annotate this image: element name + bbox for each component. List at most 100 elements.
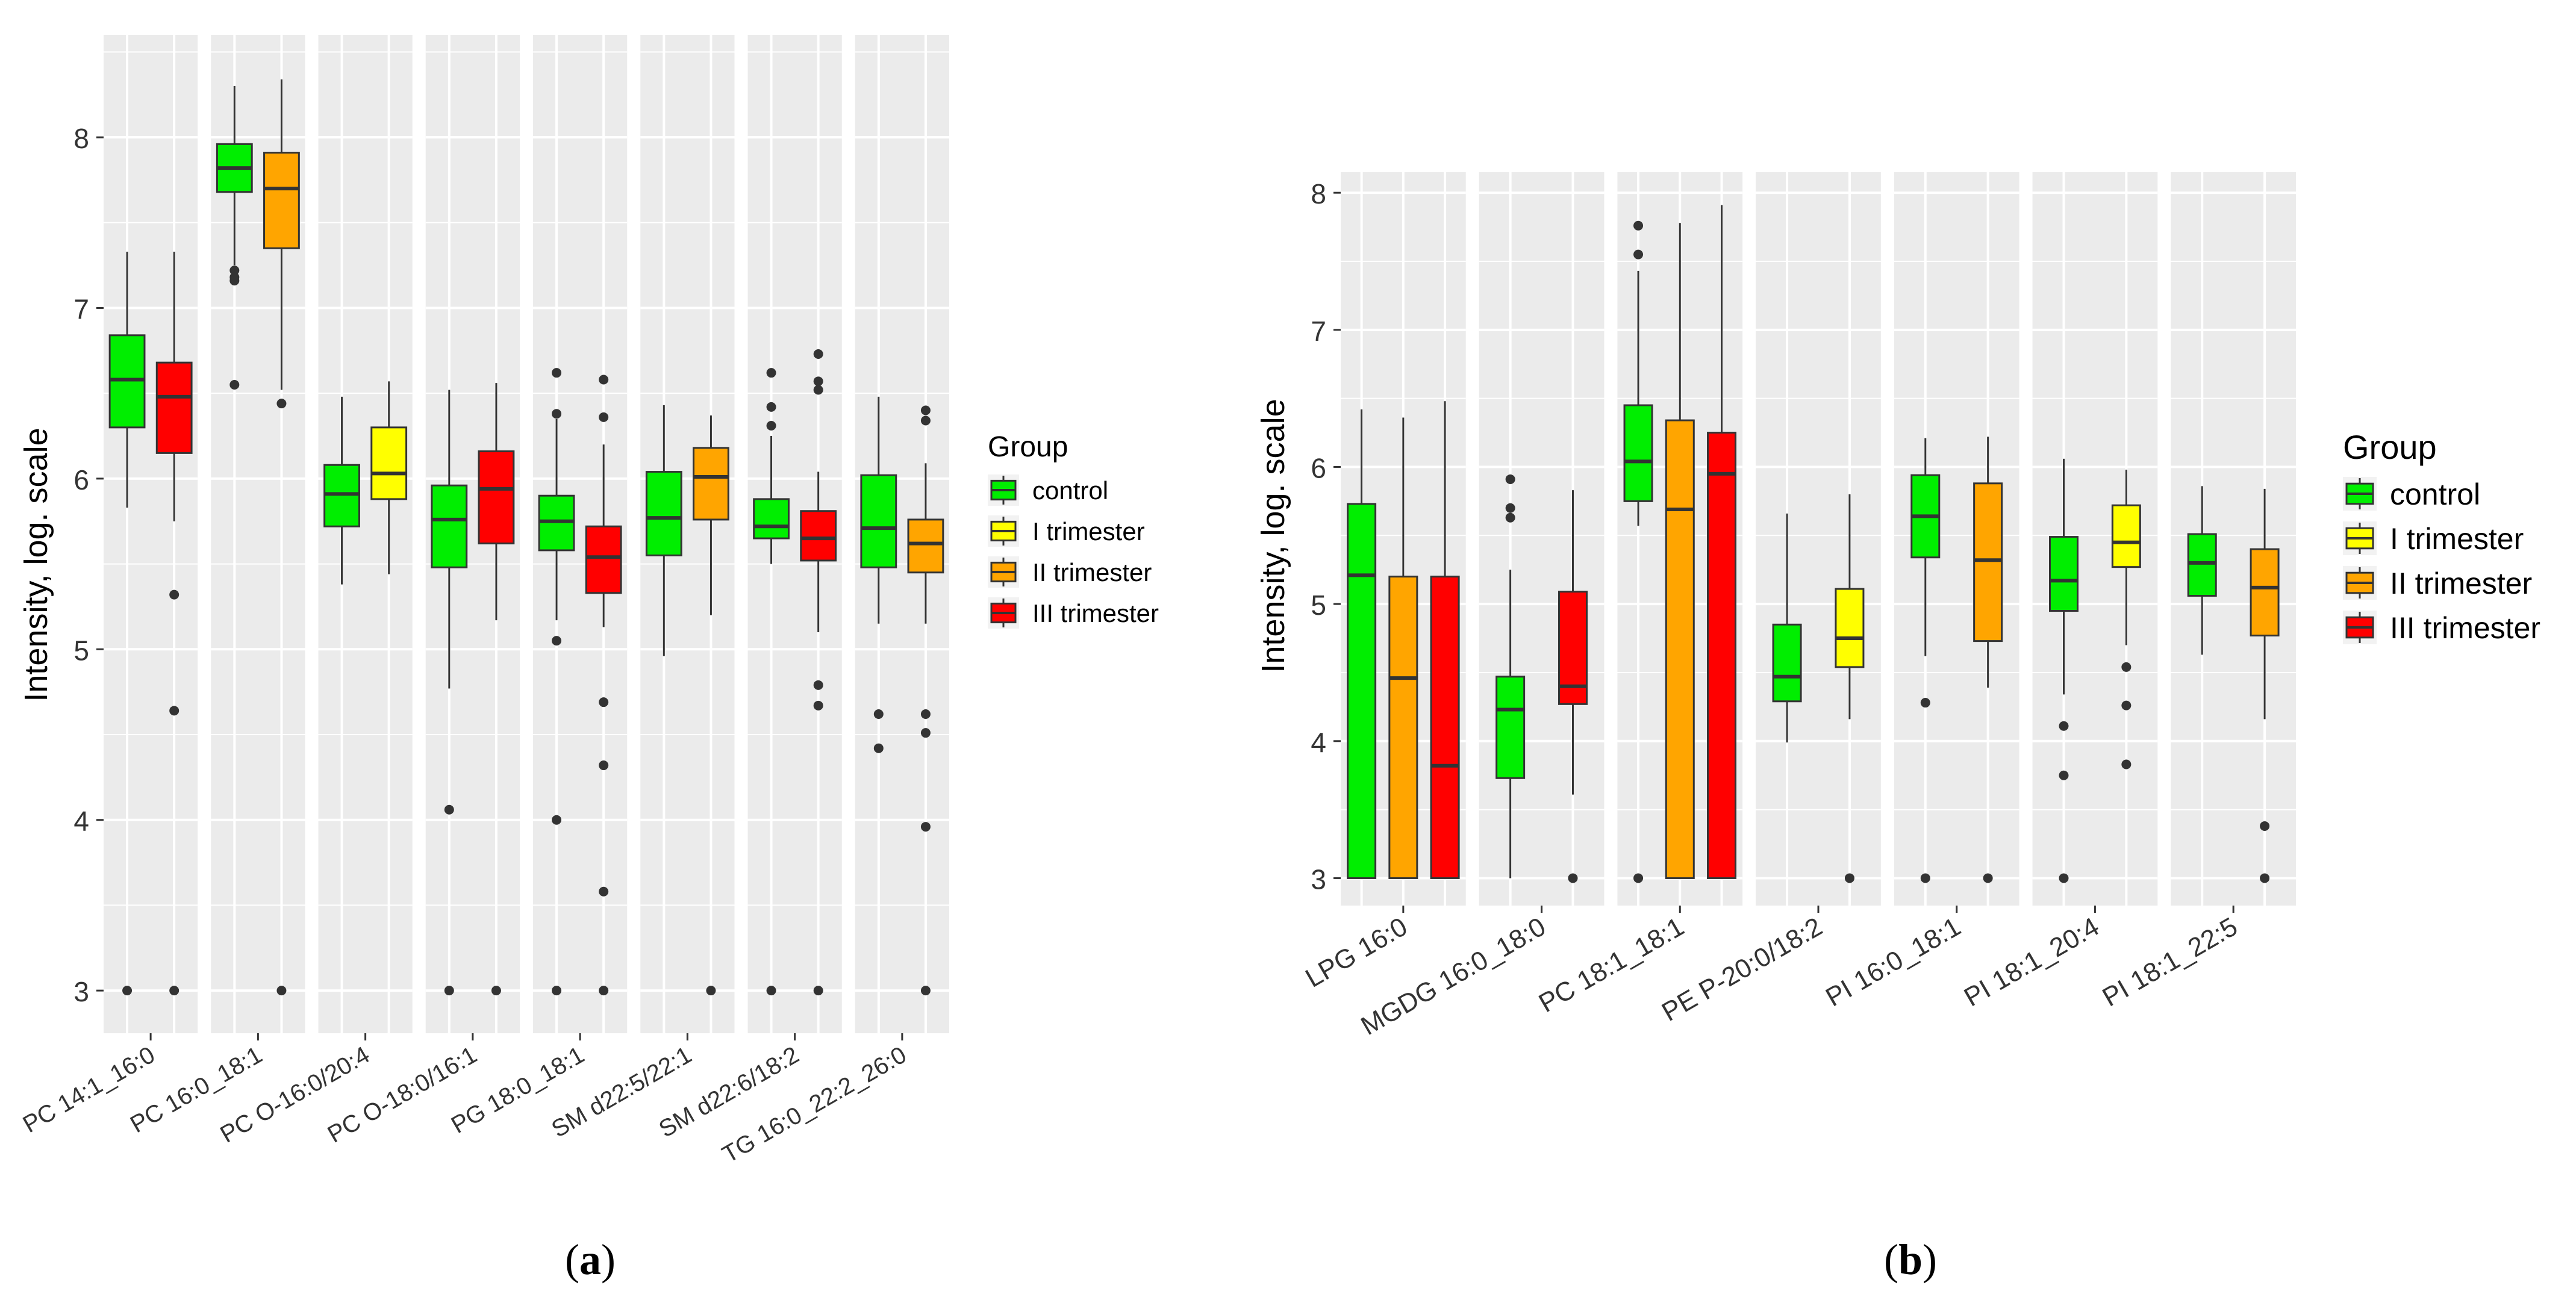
legend-label: control xyxy=(1032,476,1108,505)
box-i-trimester xyxy=(1835,494,1865,883)
legend: Group control I trimester II trimester III t… xyxy=(2343,428,2540,645)
outlier-point xyxy=(813,385,823,395)
box-i-trimester xyxy=(370,381,408,574)
box-body xyxy=(478,450,515,545)
legend-label: II trimester xyxy=(1032,558,1152,586)
outlier-point xyxy=(2059,721,2069,731)
legend-item: control xyxy=(2343,477,2480,511)
box-body xyxy=(693,447,729,521)
box-iii-trimester xyxy=(155,251,193,996)
facet-panel xyxy=(1479,172,1605,913)
box-ii-trimester xyxy=(2250,488,2280,883)
facet-panel xyxy=(1617,172,1743,913)
y-axis: 3 4 5 6 7 8 xyxy=(1311,178,1341,895)
x-tick-label: LPG 16:0 xyxy=(1300,912,1412,993)
legend-item: II trimester xyxy=(2343,566,2532,600)
box-body xyxy=(2111,504,2141,568)
outlier-point xyxy=(813,680,823,690)
outlier-point xyxy=(276,986,287,996)
outlier-point xyxy=(599,412,609,422)
box-body xyxy=(431,484,468,568)
panel-label: (a) xyxy=(565,1236,616,1284)
outlier-point xyxy=(552,368,562,378)
box-iii-trimester xyxy=(1558,490,1588,883)
outlier-point xyxy=(1633,873,1644,883)
outlier-point xyxy=(491,986,501,996)
legend-label: III trimester xyxy=(1032,599,1159,627)
facet-panel xyxy=(533,35,628,1040)
outlier-point xyxy=(1505,474,1515,484)
box-control xyxy=(1910,438,1941,883)
box-body xyxy=(1495,676,1526,779)
box-body xyxy=(263,152,300,249)
outlier-point xyxy=(2121,700,2132,710)
outlier-point xyxy=(229,380,240,390)
outlier-point xyxy=(2260,873,2270,883)
outlier-point xyxy=(873,709,884,720)
x-tick-label: PI 18:1_20:4 xyxy=(1959,912,2104,1012)
box-body xyxy=(860,474,897,568)
outlier-point xyxy=(169,706,179,716)
outlier-point xyxy=(920,415,931,426)
facet-panel xyxy=(104,35,198,1040)
box-ii-trimester xyxy=(1973,437,2003,883)
legend-label: I trimester xyxy=(2390,522,2524,556)
outlier-point xyxy=(599,697,609,707)
outlier-point xyxy=(229,276,240,286)
box-control xyxy=(753,368,790,996)
facet-panel xyxy=(425,35,520,1040)
y-tick-label: 4 xyxy=(73,806,89,837)
facet-panel xyxy=(211,35,305,1040)
y-tick-label: 6 xyxy=(73,464,89,496)
outlier-point xyxy=(552,636,562,646)
box-body xyxy=(1973,482,2003,642)
outlier-point xyxy=(1505,512,1515,523)
chart-b: 3 4 5 6 7 8 Intensity, log. scale LPG 16:0MGD… xyxy=(1255,172,2540,1284)
box-body xyxy=(1707,432,1737,879)
outlier-point xyxy=(229,266,240,276)
legend-item: III trimester xyxy=(2343,611,2540,645)
facet-panel xyxy=(1341,172,1466,913)
box-iii-trimester xyxy=(585,375,622,996)
box-body xyxy=(907,518,944,574)
outlier-point xyxy=(276,399,287,409)
box-body xyxy=(1665,419,1695,879)
outlier-point xyxy=(2059,873,2069,883)
y-tick-label: 3 xyxy=(73,976,89,1007)
box-control xyxy=(1772,513,1802,743)
y-axis-label: Intensity, log. scale xyxy=(18,428,54,701)
facet-panel xyxy=(2032,172,2158,913)
outlier-point xyxy=(169,986,179,996)
box-iii-trimester xyxy=(800,349,837,996)
box-control xyxy=(108,251,146,996)
box-body xyxy=(800,510,837,562)
legend-label: II trimester xyxy=(2390,567,2532,600)
box-body xyxy=(645,471,682,556)
legend-item: II trimester xyxy=(988,556,1152,588)
outlier-point xyxy=(552,986,562,996)
outlier-point xyxy=(1568,873,1578,883)
box-body xyxy=(2187,533,2217,597)
outlier-point xyxy=(169,589,179,600)
box-iii-trimester xyxy=(478,383,515,996)
box-control xyxy=(1623,220,1653,883)
facet-panel xyxy=(2171,172,2296,913)
box-ii-trimester xyxy=(1388,417,1418,879)
outlier-point xyxy=(122,986,133,996)
outlier-point xyxy=(444,986,454,996)
outlier-point xyxy=(599,375,609,385)
facet-panels xyxy=(104,35,949,1040)
box-body xyxy=(1430,576,1460,879)
legend-item: I trimester xyxy=(2343,521,2524,556)
outlier-point xyxy=(706,986,716,996)
panel-background xyxy=(1756,172,1881,906)
outlier-point xyxy=(813,349,823,359)
legend-label: III trimester xyxy=(2390,611,2540,645)
outlier-point xyxy=(2059,770,2069,780)
outlier-point xyxy=(2260,821,2270,831)
x-tick-label: PI 18:1_22:5 xyxy=(2098,912,2243,1012)
box-control xyxy=(645,405,682,656)
y-axis: 3 4 5 6 7 8 xyxy=(73,123,104,1007)
outlier-point xyxy=(920,405,931,415)
